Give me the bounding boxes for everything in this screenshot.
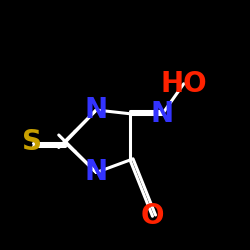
Text: N: N	[151, 100, 174, 128]
Text: S: S	[22, 128, 42, 156]
Text: HO: HO	[160, 70, 207, 98]
Text: N: N	[85, 158, 108, 186]
Text: N: N	[85, 96, 108, 124]
Text: O: O	[141, 202, 164, 230]
